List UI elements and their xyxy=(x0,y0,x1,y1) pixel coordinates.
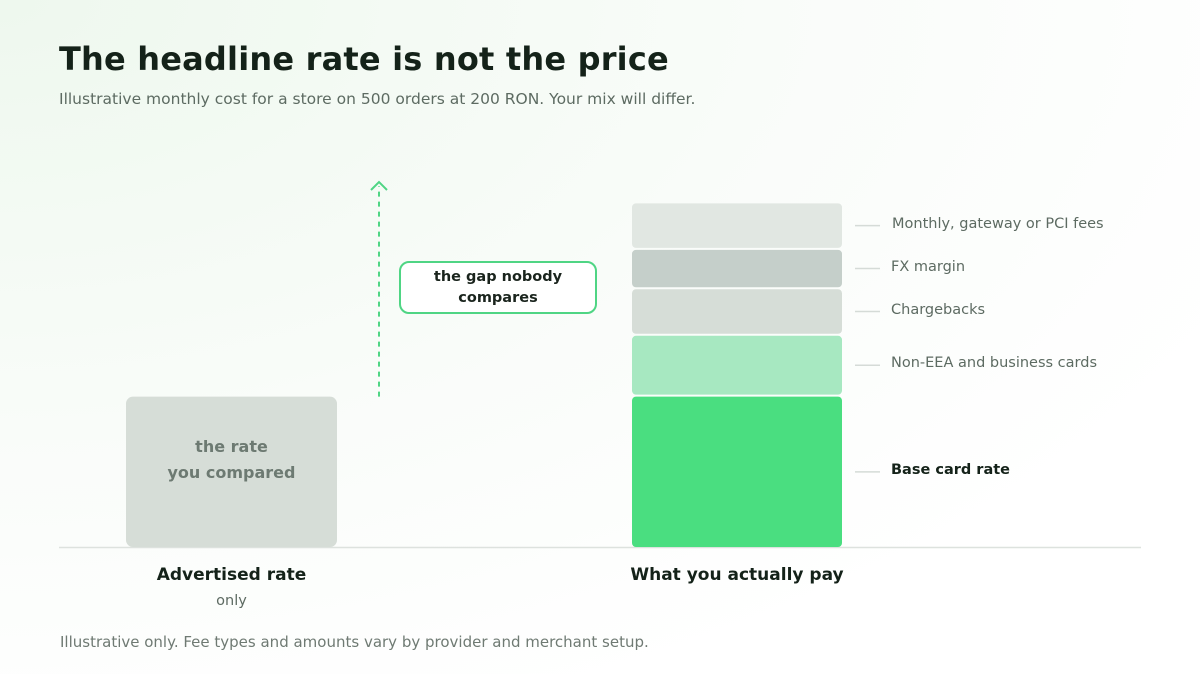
gap-annotation: the gap nobody compares xyxy=(399,261,597,314)
category-label-advertised: Advertised rate xyxy=(156,565,307,585)
segment-label-2: Non-EEA and business cards xyxy=(891,355,1098,372)
segment-label-5: Monthly, gateway or PCI fees xyxy=(892,215,1104,232)
bar-segment-5 xyxy=(632,203,842,248)
category-sublabel-advertised: only xyxy=(216,593,247,609)
footnote: Illustrative only. Fee types and amounts… xyxy=(60,633,649,651)
bar-advertised xyxy=(126,396,337,547)
advertised-bar-label: the rate you compared xyxy=(167,437,296,482)
bar-segment-3 xyxy=(632,289,842,334)
segment-label-4: FX margin xyxy=(891,258,966,275)
segment-label-3: Chargebacks xyxy=(891,301,986,318)
bar-segment-4 xyxy=(632,249,842,288)
segment-label-1: Base card rate xyxy=(891,461,1011,478)
bar-segment-2 xyxy=(632,335,842,395)
chart-title: The headline rate is not the price xyxy=(59,40,669,78)
category-label-actual: What you actually pay xyxy=(630,565,844,585)
chart-subtitle: Illustrative monthly cost for a store on… xyxy=(59,90,696,108)
gap-arrow-head xyxy=(370,180,388,191)
bar-segment-1 xyxy=(632,396,842,547)
